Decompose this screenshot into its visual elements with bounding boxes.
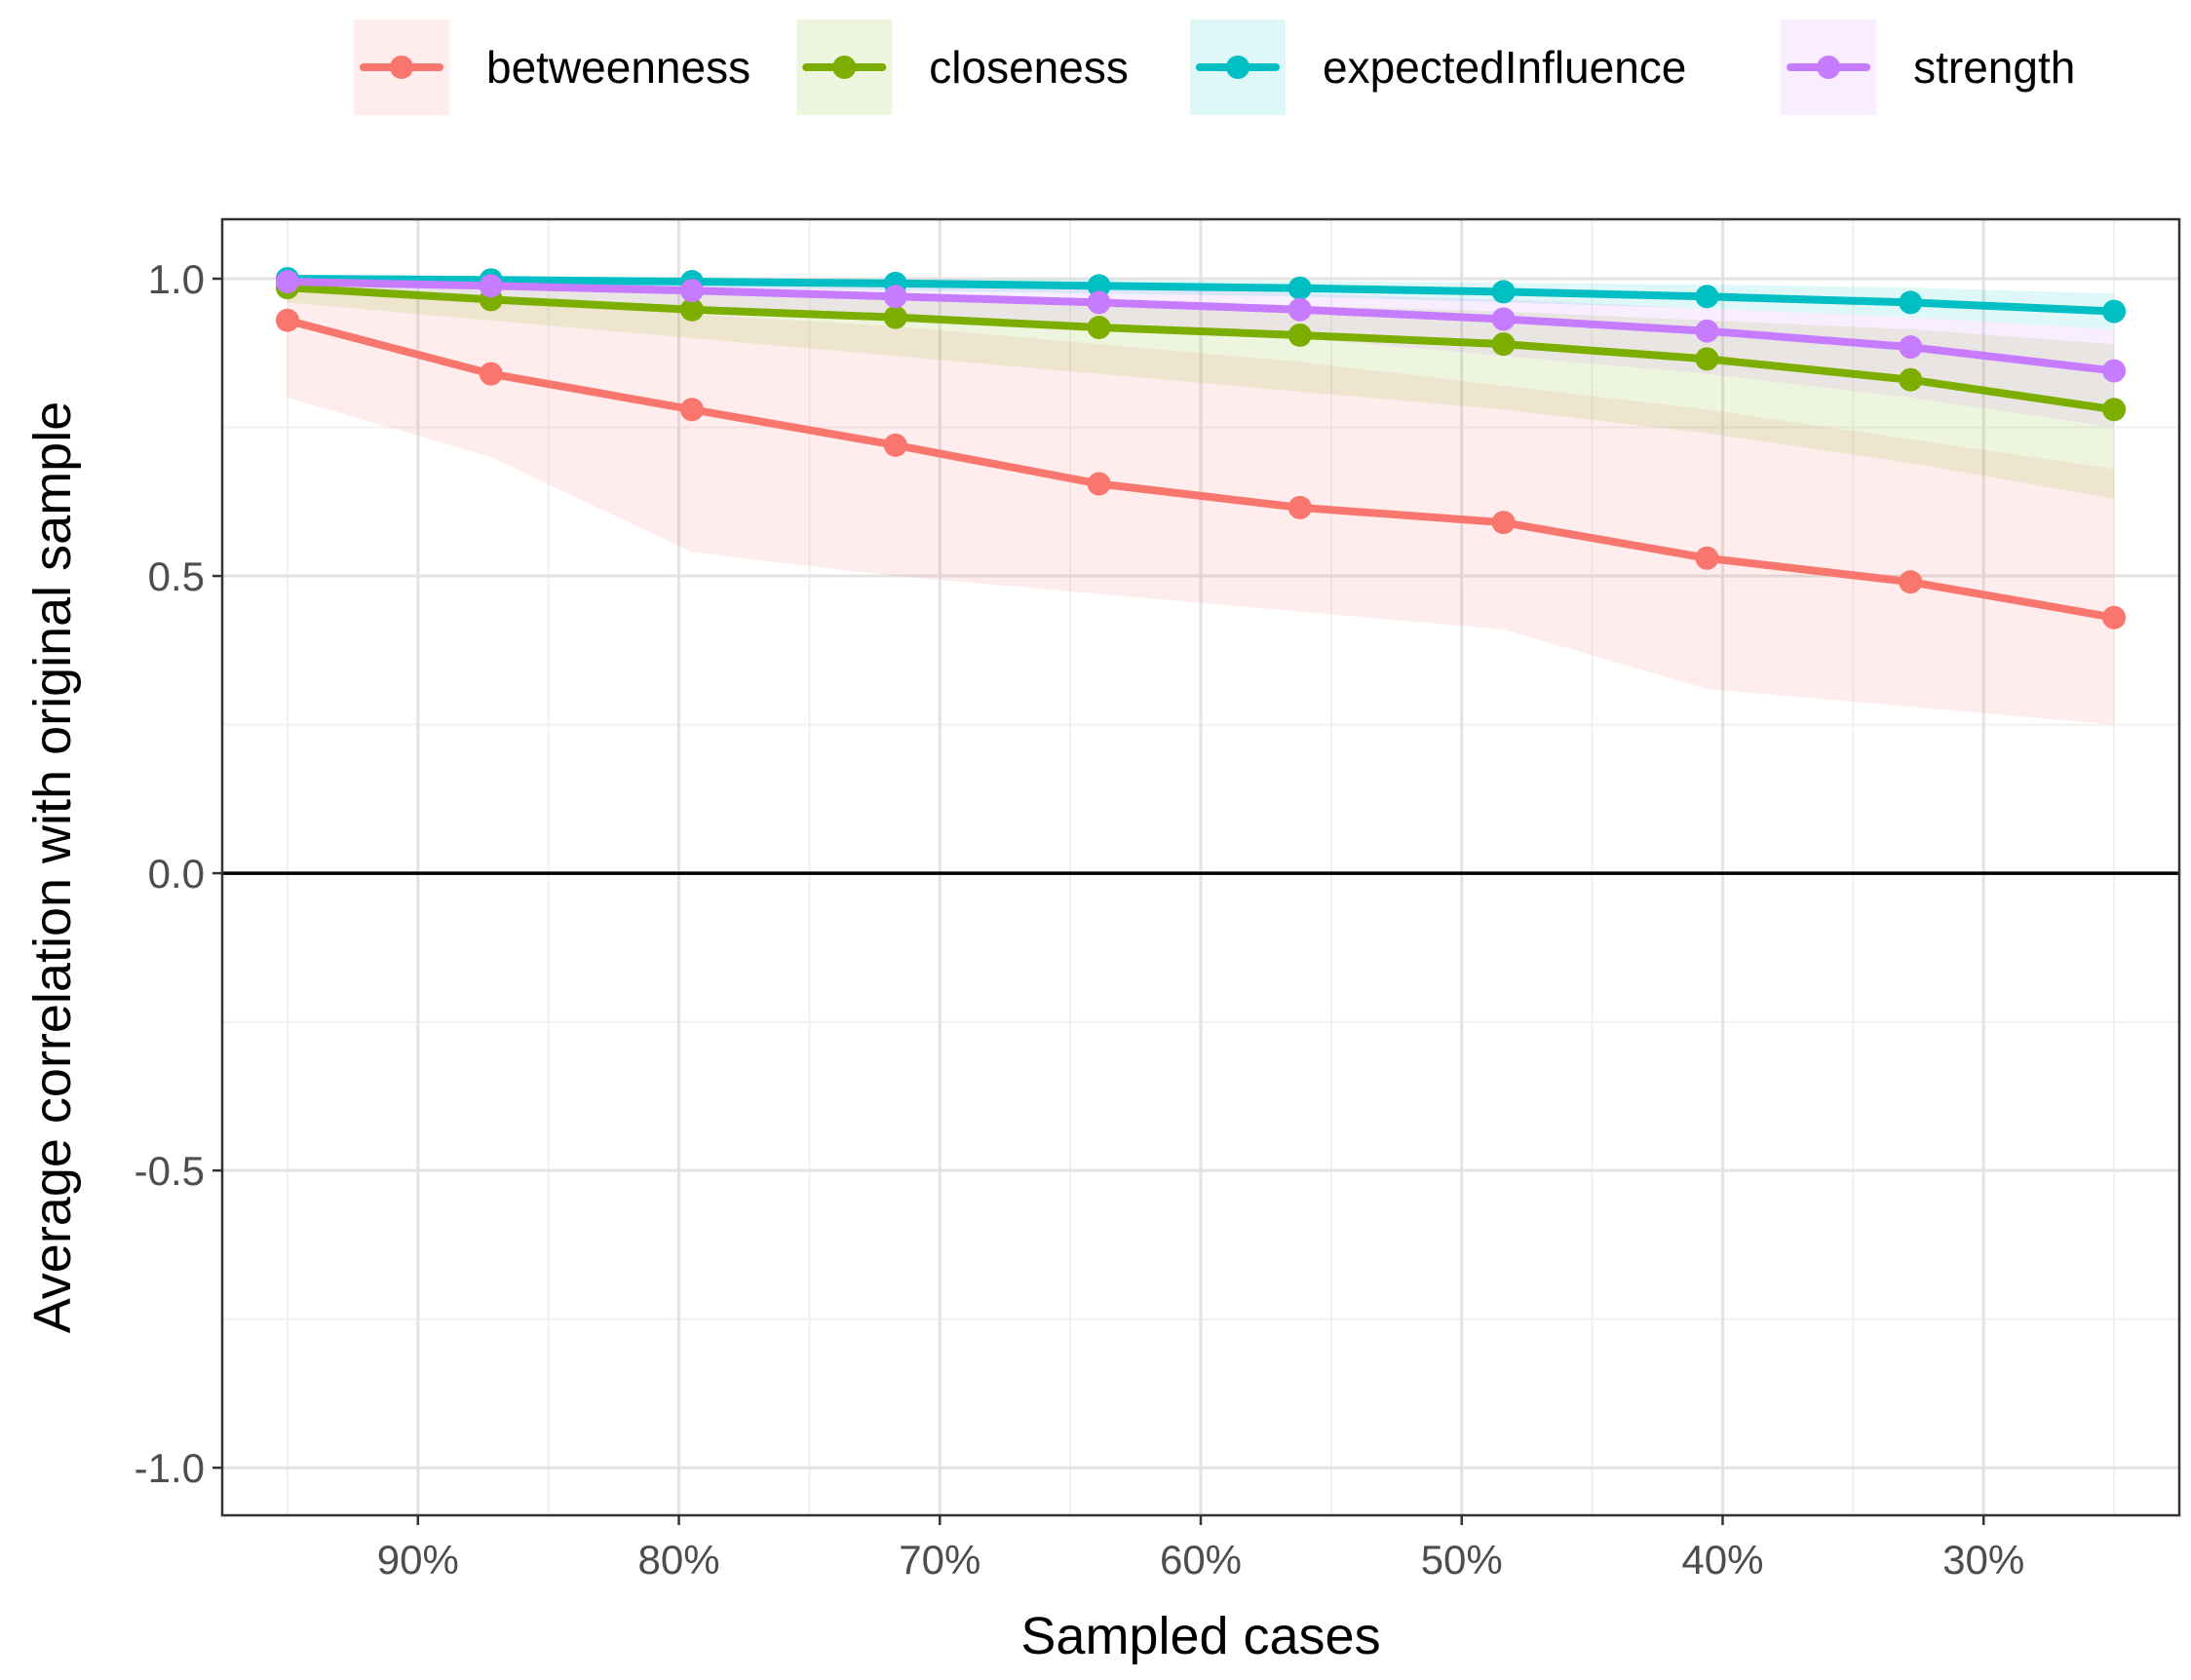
- x-tick-label: 30%: [1942, 1537, 2024, 1583]
- point-betweenness: [1087, 472, 1111, 496]
- plot-panel: [220, 217, 2181, 1517]
- x-tick-label: 40%: [1681, 1537, 1763, 1583]
- point-strength: [275, 270, 299, 294]
- point-strength: [1695, 319, 1719, 343]
- point-expectedinfluence: [1288, 276, 1312, 300]
- point-closeness: [679, 297, 704, 322]
- point-betweenness: [1491, 511, 1516, 535]
- legend-key-point: [832, 56, 857, 79]
- legend-key-point: [390, 56, 413, 79]
- y-tick-label: 1.0: [148, 256, 205, 302]
- legend-label: expectedInfluence: [1323, 42, 1686, 93]
- line-strength: [283, 278, 2119, 375]
- legend-label: strength: [1913, 42, 2075, 93]
- x-tick-label: 60%: [1160, 1537, 1242, 1583]
- point-strength: [1288, 297, 1312, 322]
- point-strength: [479, 274, 503, 298]
- y-axis-title: Average correlation with original sample: [23, 401, 82, 1334]
- point-expectedinfluence: [1695, 285, 1719, 309]
- point-betweenness: [1695, 546, 1719, 570]
- confidence-ribbons: [287, 279, 2115, 725]
- point-strength: [883, 285, 907, 309]
- y-axis: 1.0 0.5 0.0 -0.5 -1.0: [135, 256, 222, 1491]
- point-closeness: [883, 305, 907, 329]
- x-tick-label: 80%: [638, 1537, 720, 1583]
- point-closeness: [1899, 367, 1923, 392]
- point-strength: [1491, 307, 1516, 331]
- ribbon-betweenness: [287, 285, 2115, 725]
- x-tick-label: 50%: [1421, 1537, 1503, 1583]
- point-strength: [679, 279, 704, 303]
- point-strength: [2102, 359, 2127, 383]
- y-tick-label: -1.0: [135, 1445, 205, 1491]
- point-betweenness: [679, 398, 704, 422]
- point-betweenness: [1899, 570, 1923, 594]
- point-closeness: [1695, 347, 1719, 371]
- point-closeness: [2102, 398, 2127, 422]
- point-betweenness: [479, 362, 503, 386]
- legend-item-betweenness: betweenness: [354, 19, 750, 115]
- line-closeness: [283, 284, 2119, 414]
- ribbon-strength: [287, 279, 2115, 428]
- point-strength: [1087, 290, 1111, 315]
- legend-key-point: [1226, 56, 1249, 79]
- line-betweenness: [283, 316, 2119, 622]
- ribbon-closeness: [287, 279, 2115, 499]
- y-tick-label: 0.5: [148, 554, 205, 599]
- point-expectedinfluence: [1899, 290, 1923, 315]
- point-betweenness: [1288, 495, 1312, 519]
- point-betweenness: [2102, 605, 2127, 630]
- x-axis: 90% 80% 70% 60% 50% 40% 30%: [377, 1515, 2024, 1583]
- legend-label: closeness: [929, 42, 1129, 93]
- legend-item-expectedinfluence: expectedInfluence: [1190, 19, 1686, 115]
- legend-item-strength: strength: [1781, 19, 2075, 115]
- x-axis-title: Sampled cases: [1020, 1607, 1380, 1665]
- x-tick-label: 90%: [377, 1537, 459, 1583]
- point-expectedinfluence: [1491, 280, 1516, 304]
- point-betweenness: [883, 433, 907, 457]
- ribbon-expectedinfluence: [287, 279, 2115, 329]
- point-closeness: [1491, 332, 1516, 357]
- point-expectedinfluence: [2102, 299, 2127, 324]
- line-expectedinfluence: [283, 275, 2119, 316]
- point-expectedinfluence: [1087, 274, 1111, 298]
- point-strength: [1899, 335, 1923, 360]
- legend-label: betweenness: [486, 42, 750, 93]
- point-betweenness: [275, 308, 299, 332]
- series-lines: [283, 275, 2119, 622]
- y-tick-label: 0.0: [148, 851, 205, 897]
- y-tick-label: -0.5: [135, 1148, 205, 1194]
- series-points: [275, 267, 2127, 630]
- point-closeness: [1288, 323, 1312, 347]
- point-closeness: [1087, 316, 1111, 340]
- legend: betweenness closeness expectedInfluence str…: [354, 19, 2075, 115]
- x-tick-label: 70%: [899, 1537, 980, 1583]
- legend-key-point: [1817, 56, 1841, 79]
- legend-item-closeness: closeness: [796, 19, 1129, 115]
